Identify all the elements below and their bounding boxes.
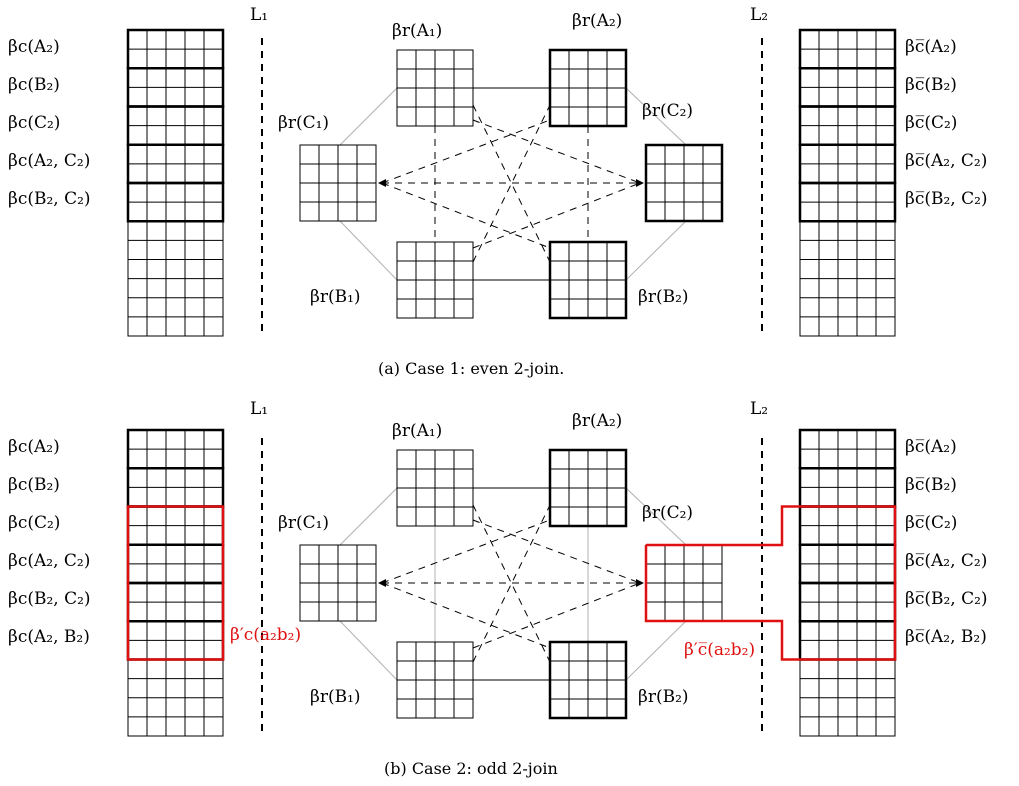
panel-b-red-left-label: β′c(a₂b₂) [230,625,301,645]
panel-a-l1-label: L₁ [250,5,268,25]
panel-b-grid-c1 [299,544,377,622]
panel-a-label-b1: βr(B₁) [310,287,361,307]
panel-b-left-label-4: βc(B₂, C₂) [8,589,91,609]
panel-a-edge-b1-a2 [472,104,551,263]
panel-a-grid-a2 [548,48,628,128]
panel-b-edge-b2-c2 [625,620,687,681]
panel-b-edge-a1-c2 [472,519,641,584]
panel-a-grid-b2 [548,240,628,320]
panel-a-edge-a1-c2 [472,119,641,184]
panel-a-label-c1: βr(C₁) [278,113,329,133]
panel-a-left-label-1: βc(B₂) [8,75,60,95]
panel-a-label-c2: βr(C₂) [642,101,693,121]
panel-a-left-block-4 [126,181,225,223]
panel-a-edge-c1-a2 [381,119,551,184]
panel-a-edge-a1-b2 [472,104,551,263]
panel-a-left-label-2: βc(C₂) [8,113,60,133]
panel-a-label-a1: βr(A₁) [392,21,442,41]
panel-b-grid-c2 [645,544,723,622]
panel-b-left-label-3: βc(A₂, C₂) [8,551,90,571]
panel-a-edge-c1-b2 [381,182,551,249]
panel-a-label-a2: βr(A₂) [572,11,622,31]
panel-b-right-label-5: βc̅(A₂, B₂) [905,627,987,647]
panel-b-label-a2: βr(A₂) [572,411,622,431]
panel-b-left-label-0: βc(A₂) [8,437,60,457]
panel-a-caption: (a) Case 1: even 2-join. [378,359,564,378]
panel-a-edge-c1-b1 [339,220,398,281]
panel-b-right-label-0: βc̅(A₂) [905,437,957,457]
panel-a-grid-c1 [299,144,377,222]
panel-a-grid-a1 [396,49,474,127]
panel-a-grid-c2 [644,143,724,223]
panel-a-arrow-c2 [636,179,644,187]
panel-a-left-label-0: βc(A₂) [8,37,60,57]
panel-a-right-label-3: βc̅(A₂, C₂) [905,151,987,171]
panel-b-edge-b1-a2 [472,504,551,663]
panel-b-grid-b1 [396,641,474,719]
panel-a-left-label-3: βc(A₂, C₂) [8,151,90,171]
panel-a-right-label-4: βc̅(B₂, C₂) [905,189,988,209]
panel-b-edge-a2-c2 [625,487,687,546]
panel-b-edge-a1-b2 [472,504,551,663]
panel-a-l2-label: L₂ [750,5,768,25]
panel-b-left-label-2: βc(C₂) [8,513,60,533]
panel-a-right-label-2: βc̅(C₂) [905,113,957,133]
panel-b-red-right-label: β′c̅(a₂b₂) [684,640,755,660]
panel-a-edge-c1-a1 [339,87,398,146]
panel-b-edge-c1-b2 [381,582,551,649]
panel-a-left-label-4: βc(B₂, C₂) [8,189,91,209]
panel-b-right-label-3: βc̅(A₂, C₂) [905,551,987,571]
panel-b-left-label-5: βc(A₂, B₂) [8,627,90,647]
panel-a-grid-b1 [396,241,474,319]
panel-b-l1-label: L₁ [250,399,268,419]
panel-a-label-b2: βr(B₂) [638,287,689,307]
panel-b-l2-label: L₂ [750,399,768,419]
panel-b-grid-a1 [396,449,474,527]
panel-a-right-label-1: βc̅(B₂) [905,75,957,95]
panel-a-edge-b1-c2 [472,182,641,249]
panel-a-right-label-0: βc̅(A₂) [905,37,957,57]
panel-b-right-label-4: βc̅(B₂, C₂) [905,589,988,609]
panel-a-arrow-c1 [378,179,386,187]
panel-b-label-b2: βr(B₂) [638,687,689,707]
panel-b-right-label-1: βc̅(B₂) [905,475,957,495]
panel-b-label-c2: βr(C₂) [642,503,693,523]
panel-b-left-label-1: βc(B₂) [8,475,60,495]
panel-b-right-label-2: βc̅(C₂) [905,513,957,533]
panel-a-edge-a2-c2 [625,87,687,146]
panel-b-caption: (b) Case 2: odd 2-join [384,759,558,778]
panel-a-edge-b2-c2 [625,220,687,281]
panel-b-edge-b1-c2 [472,582,641,649]
panel-b-edge-c1-a2 [381,519,551,584]
panel-b-grid-a2 [548,448,628,528]
panel-b-grid-b2 [548,640,628,720]
panel-a-right-block-4 [798,181,897,223]
panel-b-edge-c1-b1 [339,620,398,681]
panel-b-edge-c1-a1 [339,487,398,546]
panel-b-label-c1: βr(C₁) [278,513,329,533]
panel-b-red-right-outline [644,505,897,661]
panel-b-label-a1: βr(A₁) [392,421,442,441]
panel-b-arrow-c1 [378,579,386,587]
panel-b-arrow-c2 [636,579,644,587]
panel-b-label-b1: βr(B₁) [310,687,361,707]
panel-b-red-left-box [126,505,225,661]
